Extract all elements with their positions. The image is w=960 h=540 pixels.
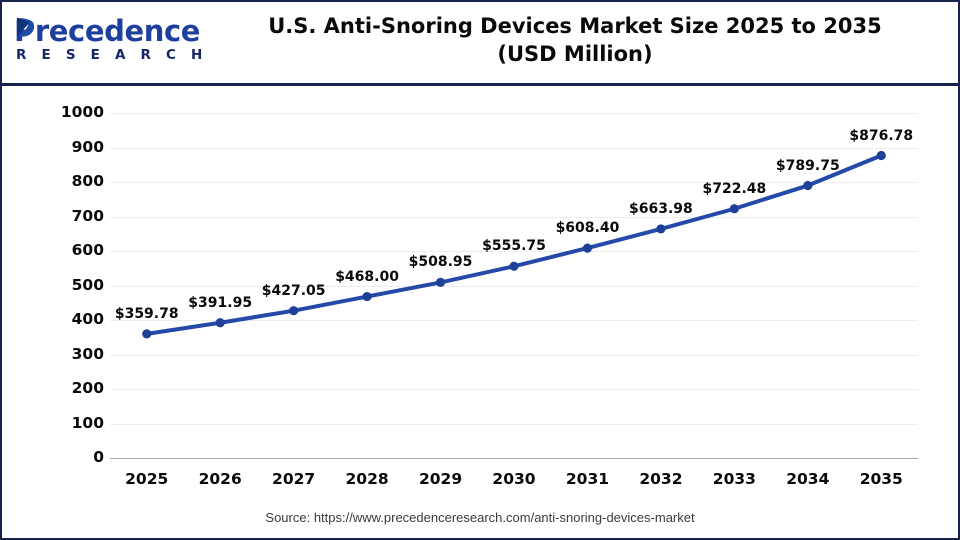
gridline: [110, 251, 918, 252]
gridline: [110, 354, 918, 356]
chart-plot-area: 0 100 200 300 400 500 600 700 800 900 1000 $359.78…: [2, 86, 958, 538]
leaf-icon: [17, 18, 35, 37]
x-axis-tick-2027: 2027: [272, 470, 316, 488]
x-axis-tick-2025: 2025: [125, 470, 169, 488]
data-point-2031: [582, 243, 593, 253]
gridline: [110, 320, 918, 321]
chart-header: Precedence R E S E A R C H U.S. Anti-Sno…: [2, 2, 958, 86]
plot-canvas: $359.78 $391.95 $427.05 $468.00 $508.95 $555.…: [110, 113, 918, 459]
gridline: [110, 182, 918, 183]
y-axis-tick-300: 300: [71, 344, 104, 363]
y-axis-tick-600: 600: [71, 241, 104, 259]
y-axis-tick-0: 0: [93, 448, 104, 466]
y-axis-tick-700: 700: [71, 206, 104, 225]
x-axis-tick-2034: 2034: [786, 470, 830, 488]
data-point-2028: [362, 291, 372, 302]
y-axis-tick-800: 800: [71, 172, 104, 190]
x-axis-tick-2030: 2030: [492, 470, 536, 488]
data-label-2032: $663.98: [629, 200, 693, 217]
y-axis-tick-200: 200: [71, 379, 104, 397]
line-series: [142, 150, 886, 339]
y-axis-tick-500: 500: [71, 275, 104, 294]
gridline: [110, 423, 918, 425]
logo-subtitle: R E S E A R C H: [16, 47, 208, 63]
data-label-2027: $427.05: [261, 282, 326, 299]
data-point-2035: [876, 150, 886, 161]
x-axis-tick-2032: 2032: [639, 470, 683, 488]
data-label-2026: $391.95: [188, 294, 253, 311]
x-axis-tick-2031: 2031: [565, 470, 610, 488]
x-axis-tick-2033: 2033: [712, 470, 756, 488]
gridline: [110, 113, 918, 114]
data-label-2025: $359.78: [114, 305, 179, 322]
data-label-2028: $468.00: [335, 268, 399, 285]
logo-wordmark: Precedence: [14, 14, 201, 48]
data-label-2029: $508.95: [408, 254, 473, 271]
data-point-2032: [656, 224, 666, 234]
data-point-2033: [729, 204, 739, 214]
data-label-2031: $608.40: [555, 220, 620, 237]
data-point-2025: [142, 329, 152, 339]
data-label-2035: $876.78: [849, 127, 914, 144]
data-point-2027: [289, 306, 299, 316]
source-caption: Source: https://www.precedenceresearch.c…: [265, 510, 695, 525]
gridline: [110, 216, 918, 218]
data-point-2026: [215, 318, 225, 328]
y-axis-tick-1000: 1000: [60, 103, 104, 121]
y-axis-labels: 0 100 200 300 400 500 600 700 800 900 1000: [28, 104, 104, 464]
x-axis-tick-2029: 2029: [418, 470, 463, 488]
gridline: [110, 147, 918, 149]
y-axis-tick-900: 900: [71, 137, 104, 156]
data-point-2034: [803, 180, 813, 191]
data-label-2030: $555.75: [482, 238, 546, 255]
gridline: [110, 458, 918, 459]
y-axis-tick-100: 100: [71, 413, 104, 432]
chart-title-line2: (USD Million): [497, 42, 653, 66]
x-axis-tick-2026: 2026: [198, 470, 242, 488]
precedence-research-logo: Precedence R E S E A R C H: [12, 14, 202, 66]
data-label-2033: $722.48: [702, 180, 767, 197]
page-title: U.S. Anti-Snoring Devices Market Size 20…: [202, 12, 948, 68]
data-point-2030: [509, 261, 519, 271]
data-point-2029: [435, 277, 446, 288]
x-axis-labels: 2025 2026 2027 2028 2029 2030 2031 2032 2033 2034…: [110, 468, 918, 494]
data-label-2034: $789.75: [775, 157, 840, 174]
gridline: [110, 389, 918, 390]
gridline: [110, 285, 918, 287]
y-axis-tick-400: 400: [71, 310, 104, 328]
x-axis-tick-2035: 2035: [859, 470, 903, 488]
x-axis-tick-2028: 2028: [345, 470, 389, 488]
chart-title-line1: U.S. Anti-Snoring Devices Market Size 20…: [268, 14, 882, 38]
